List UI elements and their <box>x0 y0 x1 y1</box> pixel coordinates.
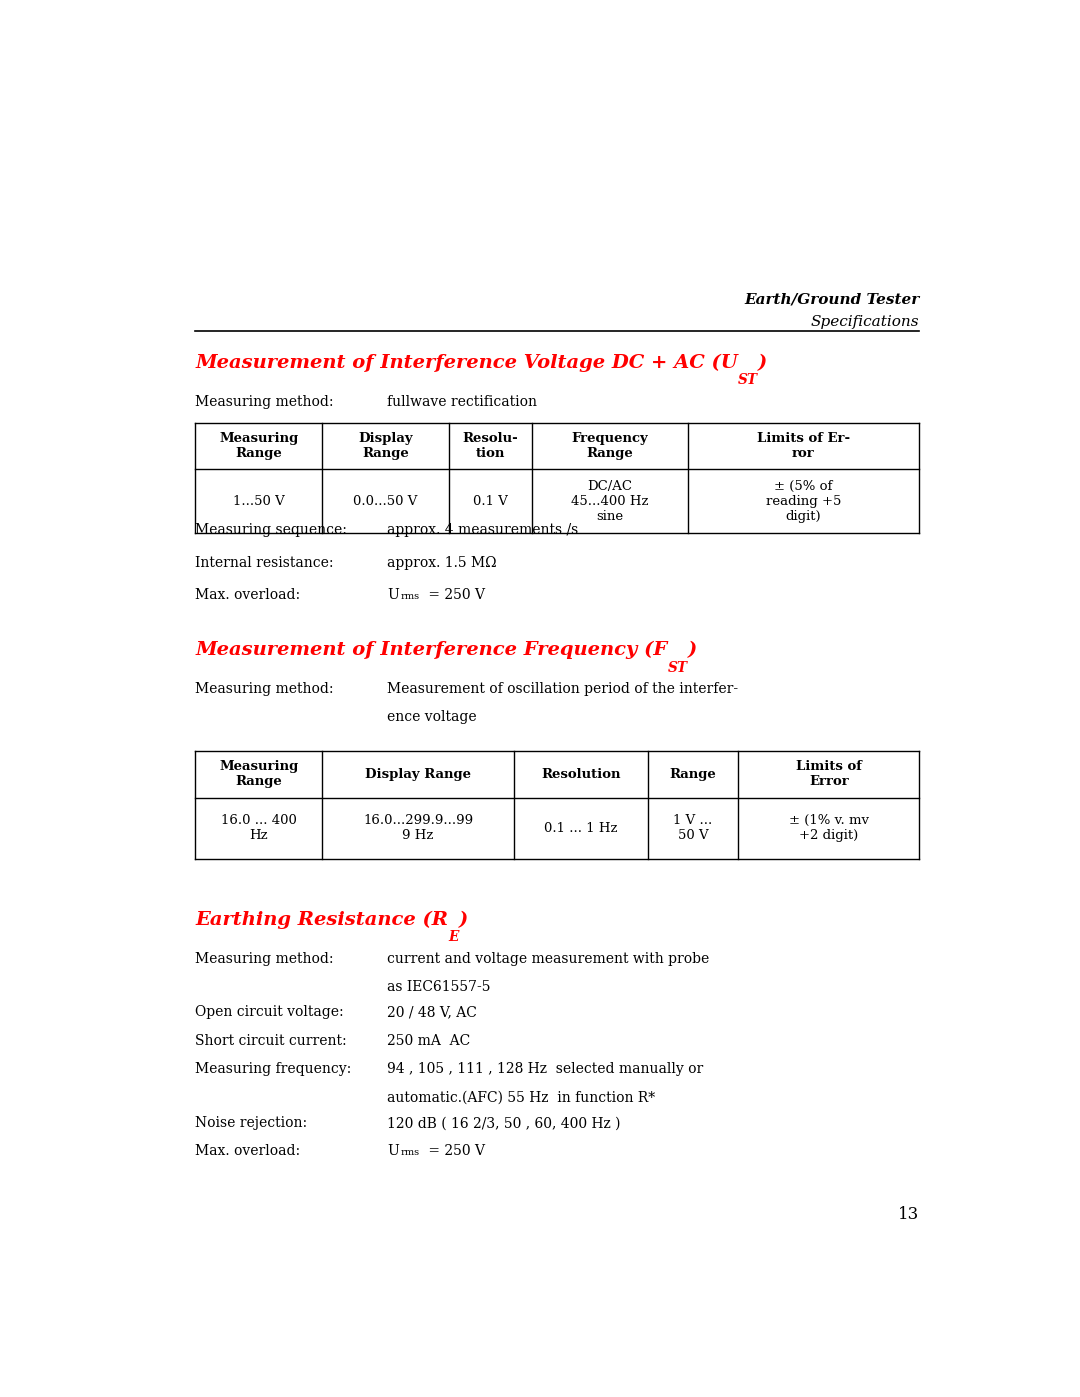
Text: Measurement of Interference Voltage DC + AC (U: Measurement of Interference Voltage DC +… <box>195 353 739 372</box>
Text: DC/AC
45...400 Hz
sine: DC/AC 45...400 Hz sine <box>571 479 649 522</box>
Text: 13: 13 <box>899 1206 919 1222</box>
Text: Limits of Er-
ror: Limits of Er- ror <box>757 433 850 461</box>
Text: 94 , 105 , 111 , 128 Hz  selected manually or: 94 , 105 , 111 , 128 Hz selected manuall… <box>387 1062 703 1076</box>
Text: approx. 1.5 MΩ: approx. 1.5 MΩ <box>387 556 497 570</box>
Text: 0.0...50 V: 0.0...50 V <box>353 495 418 507</box>
Text: Measuring frequency:: Measuring frequency: <box>195 1062 352 1076</box>
Text: Measuring sequence:: Measuring sequence: <box>195 524 348 538</box>
Text: Resolution: Resolution <box>541 768 621 781</box>
Text: Display
Range: Display Range <box>359 433 413 461</box>
Text: 20 / 48 V, AC: 20 / 48 V, AC <box>387 1006 476 1020</box>
Text: automatic.(AFC) 55 Hz  in function R*: automatic.(AFC) 55 Hz in function R* <box>387 1091 654 1105</box>
Text: fullwave rectification: fullwave rectification <box>387 395 537 409</box>
Text: as IEC61557-5: as IEC61557-5 <box>387 979 490 993</box>
Text: Limits of
Error: Limits of Error <box>796 760 862 788</box>
Text: rms: rms <box>401 1148 419 1157</box>
Text: ): ) <box>688 641 697 659</box>
Text: Specifications: Specifications <box>811 316 919 330</box>
Text: Noise rejection:: Noise rejection: <box>195 1116 308 1130</box>
Text: Open circuit voltage:: Open circuit voltage: <box>195 1006 345 1020</box>
Text: ± (5% of
reading +5
digit): ± (5% of reading +5 digit) <box>766 479 841 522</box>
Text: rms: rms <box>401 592 419 601</box>
Text: U: U <box>387 1144 399 1158</box>
Text: current and voltage measurement with probe: current and voltage measurement with pro… <box>387 951 710 965</box>
Text: Measuring method:: Measuring method: <box>195 395 334 409</box>
Text: Max. overload:: Max. overload: <box>195 588 300 602</box>
Text: ST: ST <box>739 373 758 387</box>
Text: 16.0 ... 400
Hz: 16.0 ... 400 Hz <box>220 814 297 842</box>
Text: Measuring
Range: Measuring Range <box>219 433 298 461</box>
Text: Internal resistance:: Internal resistance: <box>195 556 334 570</box>
Text: ± (1% v. mv
+2 digit): ± (1% v. mv +2 digit) <box>788 814 868 842</box>
Text: E: E <box>448 930 459 944</box>
Text: 1...50 V: 1...50 V <box>233 495 285 507</box>
Text: Display Range: Display Range <box>365 768 471 781</box>
Text: Measuring method:: Measuring method: <box>195 951 334 965</box>
Text: 1 V ...
50 V: 1 V ... 50 V <box>674 814 713 842</box>
Text: = 250 V: = 250 V <box>424 1144 485 1158</box>
Text: ): ) <box>459 911 468 929</box>
Text: Short circuit current:: Short circuit current: <box>195 1034 347 1048</box>
Text: Measurement of Interference Frequency (F: Measurement of Interference Frequency (F <box>195 641 667 659</box>
Text: ): ) <box>758 353 768 372</box>
Text: Resolu-
tion: Resolu- tion <box>462 433 518 461</box>
Text: 0.1 ... 1 Hz: 0.1 ... 1 Hz <box>544 821 618 835</box>
Text: ST: ST <box>667 661 688 675</box>
Text: Frequency
Range: Frequency Range <box>571 433 648 461</box>
Text: Measuring method:: Measuring method: <box>195 682 334 696</box>
Text: Max. overload:: Max. overload: <box>195 1144 300 1158</box>
Text: Measurement of oscillation period of the interfer-: Measurement of oscillation period of the… <box>387 682 738 696</box>
Text: U: U <box>387 588 399 602</box>
Text: ence voltage: ence voltage <box>387 711 476 725</box>
Text: = 250 V: = 250 V <box>424 588 485 602</box>
Text: 0.1 V: 0.1 V <box>473 495 508 507</box>
Text: approx. 4 measurements /s: approx. 4 measurements /s <box>387 524 578 538</box>
Text: 16.0...299.9...99
9 Hz: 16.0...299.9...99 9 Hz <box>363 814 473 842</box>
Text: Range: Range <box>670 768 716 781</box>
Text: Earth/Ground Tester: Earth/Ground Tester <box>744 292 919 306</box>
Text: 120 dB ( 16 2/3, 50 , 60, 400 Hz ): 120 dB ( 16 2/3, 50 , 60, 400 Hz ) <box>387 1116 620 1130</box>
Text: Measuring
Range: Measuring Range <box>219 760 298 788</box>
Text: 250 mA  AC: 250 mA AC <box>387 1034 470 1048</box>
Text: Earthing Resistance (R: Earthing Resistance (R <box>195 911 448 929</box>
